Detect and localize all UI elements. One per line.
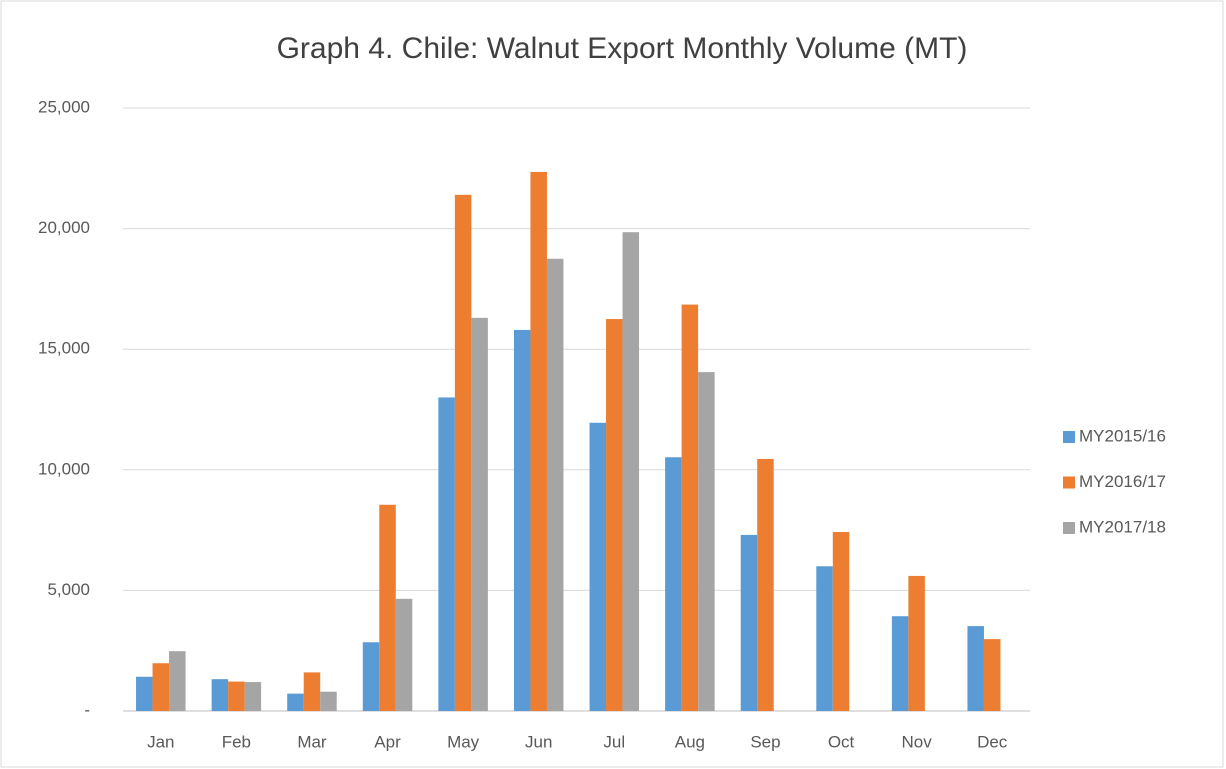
bar xyxy=(757,458,774,711)
bar xyxy=(832,532,850,711)
x-tick-label: Dec xyxy=(977,732,1008,751)
y-tick-label: - xyxy=(84,700,90,719)
bar xyxy=(983,639,1001,711)
bar xyxy=(816,566,833,711)
bar xyxy=(513,329,531,711)
bar xyxy=(471,317,488,711)
bar xyxy=(967,626,984,711)
bar xyxy=(589,422,607,711)
x-tick-label: Sep xyxy=(750,732,780,751)
bar xyxy=(891,616,909,711)
y-tick-label: 15,000 xyxy=(38,339,90,358)
legend-swatch xyxy=(1063,522,1075,534)
legend-swatch xyxy=(1063,431,1075,443)
bar xyxy=(530,171,547,712)
x-tick-label: Aug xyxy=(675,732,705,751)
x-tick-label: May xyxy=(447,732,480,751)
bar xyxy=(681,304,699,711)
x-tick-label: Apr xyxy=(374,732,401,751)
x-tick-label: Jun xyxy=(525,732,552,751)
bar xyxy=(438,397,455,711)
bar xyxy=(454,194,472,711)
bar xyxy=(665,457,682,711)
legend-swatch xyxy=(1063,476,1075,489)
y-tick-label: 5,000 xyxy=(47,580,90,599)
bar xyxy=(228,681,245,711)
bar xyxy=(395,598,413,711)
legend-label: MY2016/17 xyxy=(1079,472,1166,491)
x-tick-label: Oct xyxy=(828,732,855,751)
legend-label: MY2017/18 xyxy=(1079,517,1166,536)
y-tick-label: 10,000 xyxy=(38,459,90,478)
bar xyxy=(622,232,640,711)
y-tick-label: 20,000 xyxy=(38,218,90,237)
x-tick-label: Feb xyxy=(222,732,251,751)
bar xyxy=(136,676,153,711)
bar xyxy=(287,693,304,711)
bar xyxy=(546,258,564,711)
x-tick-label: Nov xyxy=(902,732,933,751)
bar xyxy=(303,672,321,711)
bar xyxy=(169,651,186,711)
bar xyxy=(211,679,229,711)
bar xyxy=(908,575,925,711)
bar xyxy=(362,642,380,711)
y-tick-label: 25,000 xyxy=(38,97,90,116)
chart-title: Graph 4. Chile: Walnut Export Monthly Vo… xyxy=(277,32,968,65)
bar xyxy=(379,504,396,711)
bar xyxy=(740,534,758,711)
bar xyxy=(320,691,337,711)
bar xyxy=(698,372,715,711)
bar xyxy=(244,682,262,711)
x-tick-label: Jul xyxy=(603,732,625,751)
legend-label: MY2015/16 xyxy=(1079,426,1166,445)
bar xyxy=(606,319,623,711)
x-tick-label: Mar xyxy=(297,732,327,751)
x-tick-label: Jan xyxy=(147,732,174,751)
bar xyxy=(152,663,170,711)
